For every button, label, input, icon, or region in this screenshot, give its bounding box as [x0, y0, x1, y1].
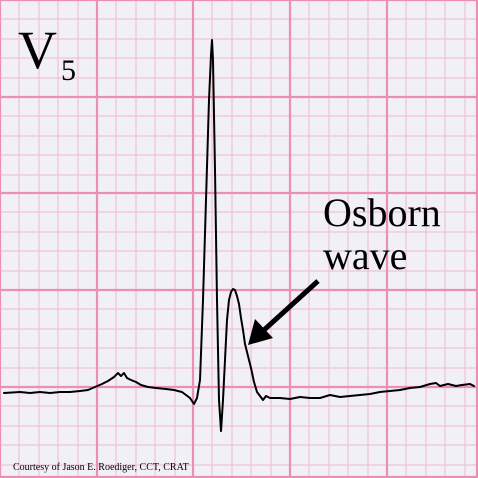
lead-letter: V [18, 20, 57, 80]
annotation-arrow [248, 279, 320, 345]
annotation-line-2: wave [323, 233, 407, 278]
annotation: Osborn wave [323, 190, 441, 278]
credit-text: Courtesy of Jason E. Roediger, CCT, CRAT [13, 462, 189, 473]
lead-number: 5 [61, 54, 76, 87]
ecg-trace [3, 39, 475, 432]
arrow-head [248, 319, 273, 345]
arrow-shaft [262, 279, 320, 332]
annotation-line-1: Osborn [323, 190, 441, 235]
lead-label: V 5 [18, 20, 76, 87]
